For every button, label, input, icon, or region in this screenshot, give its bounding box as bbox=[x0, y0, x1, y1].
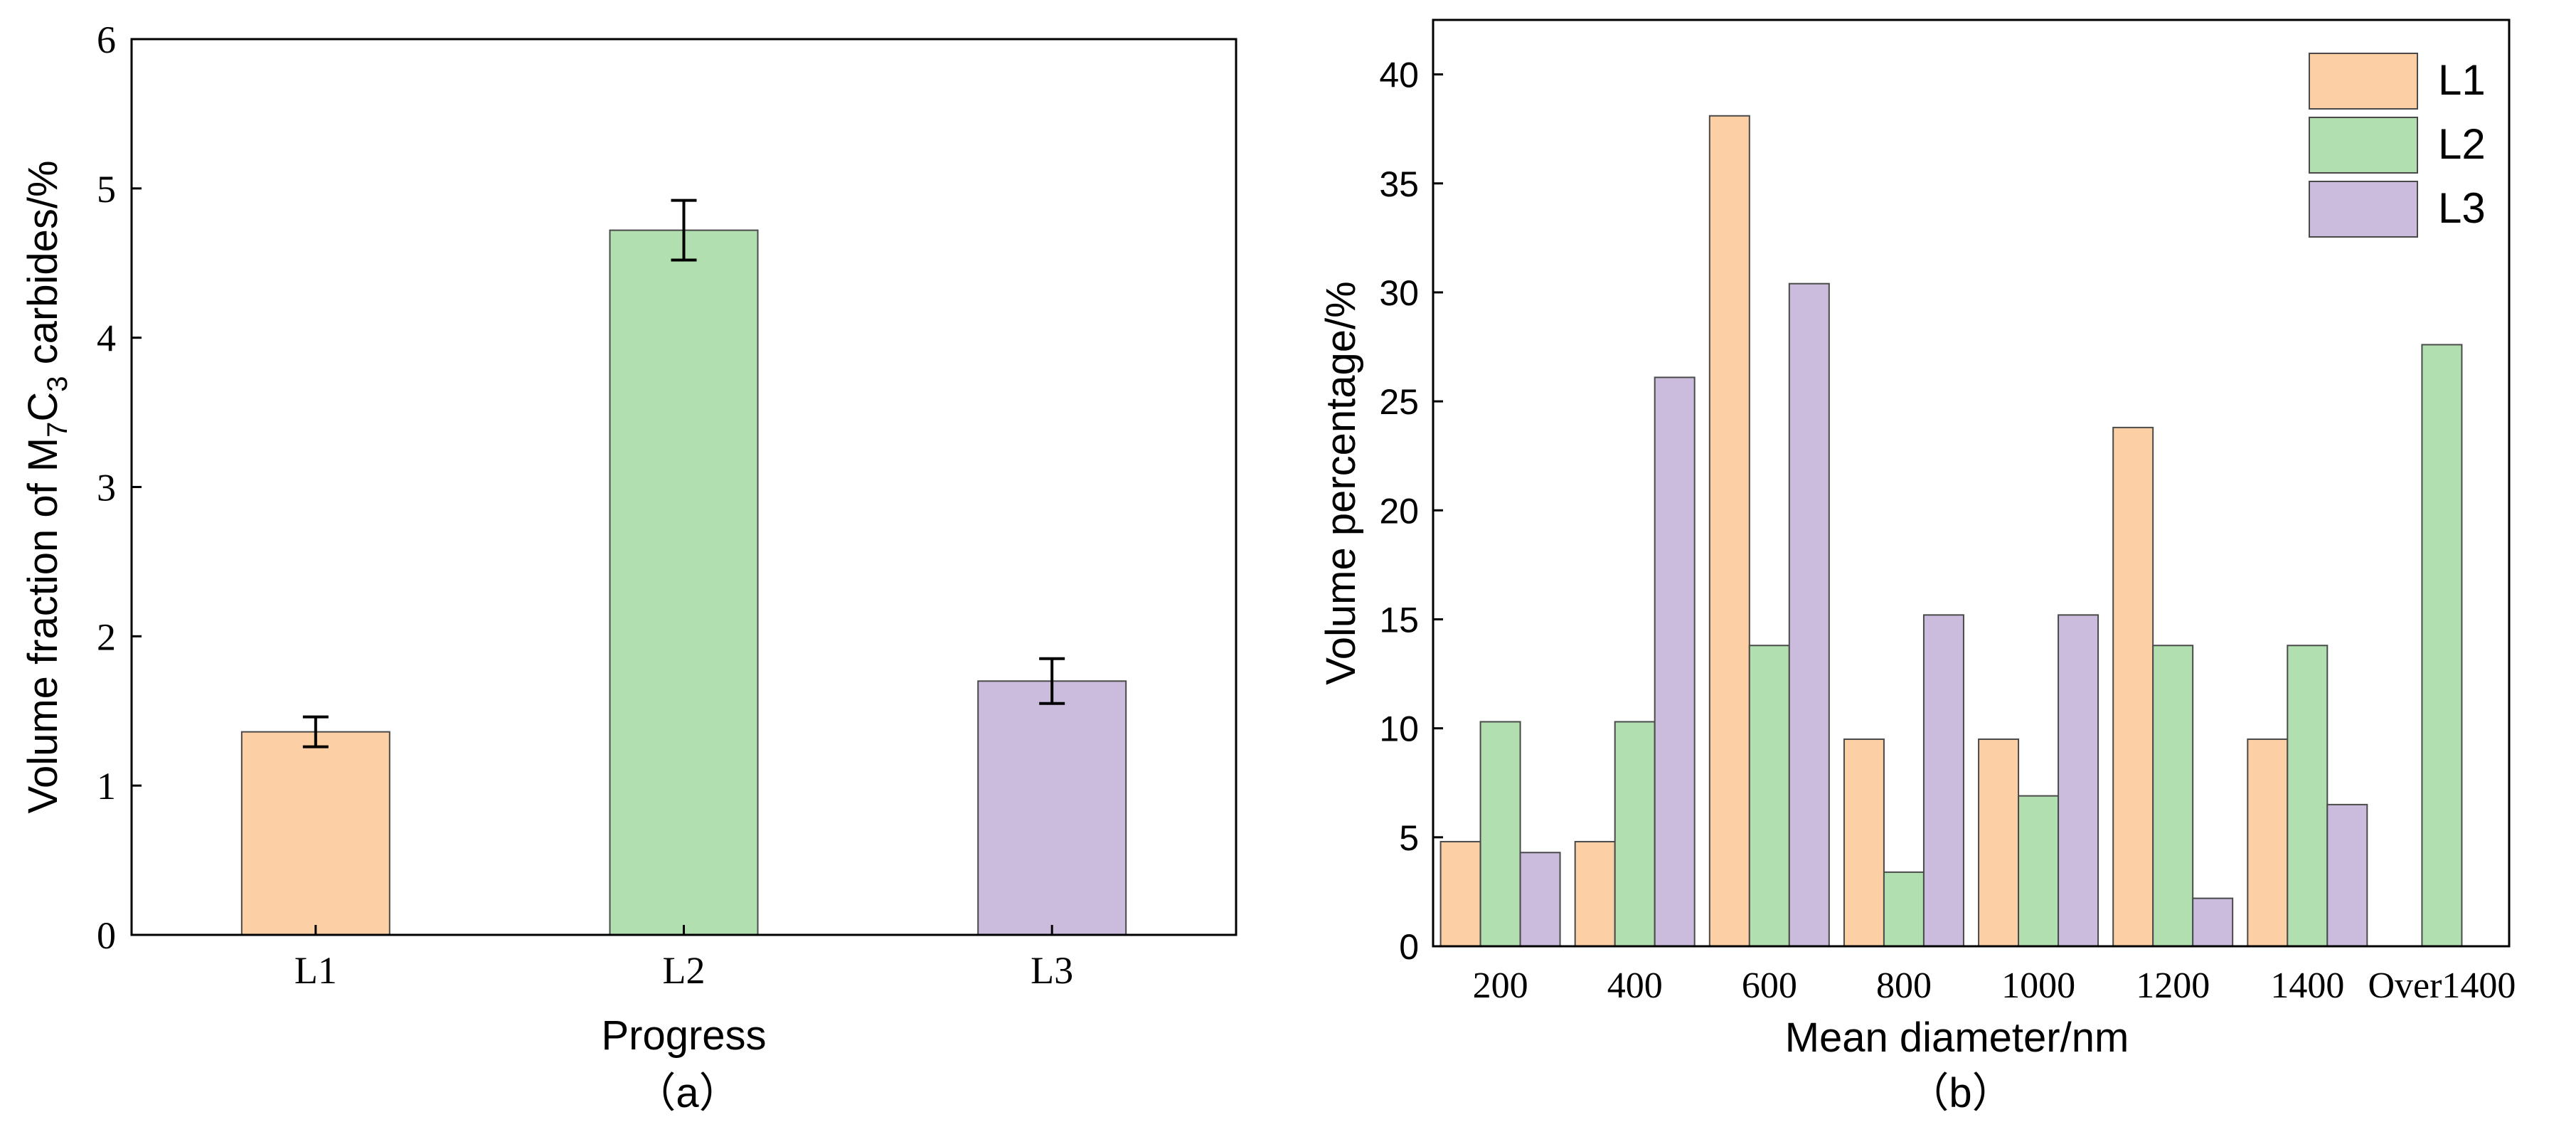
y-tick-label-6: 6 bbox=[97, 18, 116, 61]
panel-a-y-axis-label: Volume fraction of M7C3 carbides/% bbox=[20, 160, 73, 813]
y-tick-label-0: 0 bbox=[1399, 927, 1419, 967]
y-tick-label-0: 0 bbox=[97, 914, 116, 957]
x-tick-label-1400: 1400 bbox=[2270, 965, 2344, 1006]
bar-L2-400 bbox=[1614, 721, 1656, 947]
x-tick-label-L3: L3 bbox=[1031, 949, 1073, 992]
y-tick-label-4: 4 bbox=[97, 317, 116, 360]
y-tick-label-30: 30 bbox=[1379, 273, 1419, 313]
bar-L2 bbox=[609, 229, 759, 936]
legend-label-L3: L3 bbox=[2438, 184, 2486, 232]
bar-L1-400 bbox=[1574, 840, 1616, 947]
x-tick-label-L1: L1 bbox=[294, 949, 337, 992]
y-tick-label-5: 5 bbox=[97, 168, 116, 211]
bar-L2-1000 bbox=[2018, 795, 2060, 947]
bar-L1-1400 bbox=[2247, 738, 2289, 948]
x-tick-label-L2: L2 bbox=[663, 949, 706, 992]
bar-L2-600 bbox=[1748, 645, 1790, 948]
legend-label-L2: L2 bbox=[2438, 120, 2486, 168]
panel-b-legend: L1 L2 L3 bbox=[2309, 53, 2486, 238]
panel-a-y-label-part-1: Volume fraction of M bbox=[20, 438, 66, 814]
x-tick-label-200: 200 bbox=[1473, 965, 1528, 1006]
legend-swatch-L2 bbox=[2309, 117, 2418, 174]
y-tick-label-10: 10 bbox=[1379, 709, 1419, 749]
bar-L1-1000 bbox=[1978, 738, 2020, 948]
panel-b-y-axis-label: Volume percentage/% bbox=[1318, 281, 1364, 684]
panel-a-x-axis-label: Progress bbox=[601, 1012, 766, 1059]
bar-L1-1200 bbox=[2112, 426, 2154, 947]
y-tick-label-3: 3 bbox=[97, 467, 116, 509]
bar-L2-200 bbox=[1479, 721, 1521, 947]
bar-L3-1400 bbox=[2326, 803, 2368, 948]
x-tick-label-400: 400 bbox=[1607, 965, 1663, 1006]
panel-b-plot-frame bbox=[1432, 18, 2511, 948]
bar-L1-800 bbox=[1843, 738, 1885, 948]
panel-a-y-label-sub-3: 3 bbox=[42, 376, 73, 391]
y-tick-label-5: 5 bbox=[1399, 818, 1419, 858]
panel-a-y-label-part-carbides: carbides/% bbox=[20, 160, 66, 376]
panel-b-chart: 0 5 10 15 20 25 30 35 40 200 400 600 800 1000 1200 140… bbox=[1318, 18, 2516, 1116]
panel-b-x-axis-label: Mean diameter/nm bbox=[1785, 1015, 2129, 1061]
bar-L3-1200 bbox=[2192, 897, 2234, 947]
panel-a-label: （a） bbox=[634, 1070, 740, 1116]
bar-L2-800 bbox=[1883, 871, 1925, 947]
y-tick-label-25: 25 bbox=[1379, 382, 1419, 422]
bar-L3-200 bbox=[1519, 852, 1561, 947]
legend-label-L1: L1 bbox=[2438, 56, 2486, 104]
legend-swatch-L3 bbox=[2309, 181, 2418, 238]
bar-L2-1200 bbox=[2152, 645, 2194, 948]
bar-L3-800 bbox=[1922, 614, 1964, 947]
panel-a-chart: 0 1 2 3 4 5 6 L1 L2 L3 Progress （a） Volume fract… bbox=[20, 18, 1238, 1116]
y-tick-label-1: 1 bbox=[97, 765, 116, 808]
bar-L3 bbox=[977, 680, 1127, 936]
bar-L3-1000 bbox=[2058, 614, 2099, 947]
y-tick-label-20: 20 bbox=[1379, 491, 1419, 531]
bar-L3-600 bbox=[1788, 282, 1830, 947]
bar-L1 bbox=[240, 731, 390, 936]
bar-L1-600 bbox=[1708, 115, 1750, 947]
y-tick-label-40: 40 bbox=[1379, 55, 1419, 95]
x-tick-label-Over1400: Over1400 bbox=[2368, 965, 2516, 1006]
x-tick-label-1000: 1000 bbox=[2001, 965, 2075, 1006]
bar-L1-200 bbox=[1439, 840, 1481, 947]
panel-a-y-label-part-c: C bbox=[20, 392, 66, 422]
panel-a-y-label-sub-7: 7 bbox=[42, 422, 73, 438]
y-tick-label-2: 2 bbox=[97, 615, 116, 658]
bar-L3-400 bbox=[1654, 376, 1696, 947]
bar-L2-1400 bbox=[2287, 645, 2328, 948]
x-tick-label-1200: 1200 bbox=[2136, 965, 2210, 1006]
bar-L2-Over1400 bbox=[2421, 344, 2463, 947]
x-tick-label-600: 600 bbox=[1742, 965, 1797, 1006]
x-tick-label-800: 800 bbox=[1876, 965, 1932, 1006]
panel-b-label: （b） bbox=[1907, 1070, 2013, 1116]
y-tick-label-15: 15 bbox=[1379, 600, 1419, 640]
y-tick-label-35: 35 bbox=[1379, 164, 1419, 204]
legend-swatch-L1 bbox=[2309, 53, 2418, 110]
